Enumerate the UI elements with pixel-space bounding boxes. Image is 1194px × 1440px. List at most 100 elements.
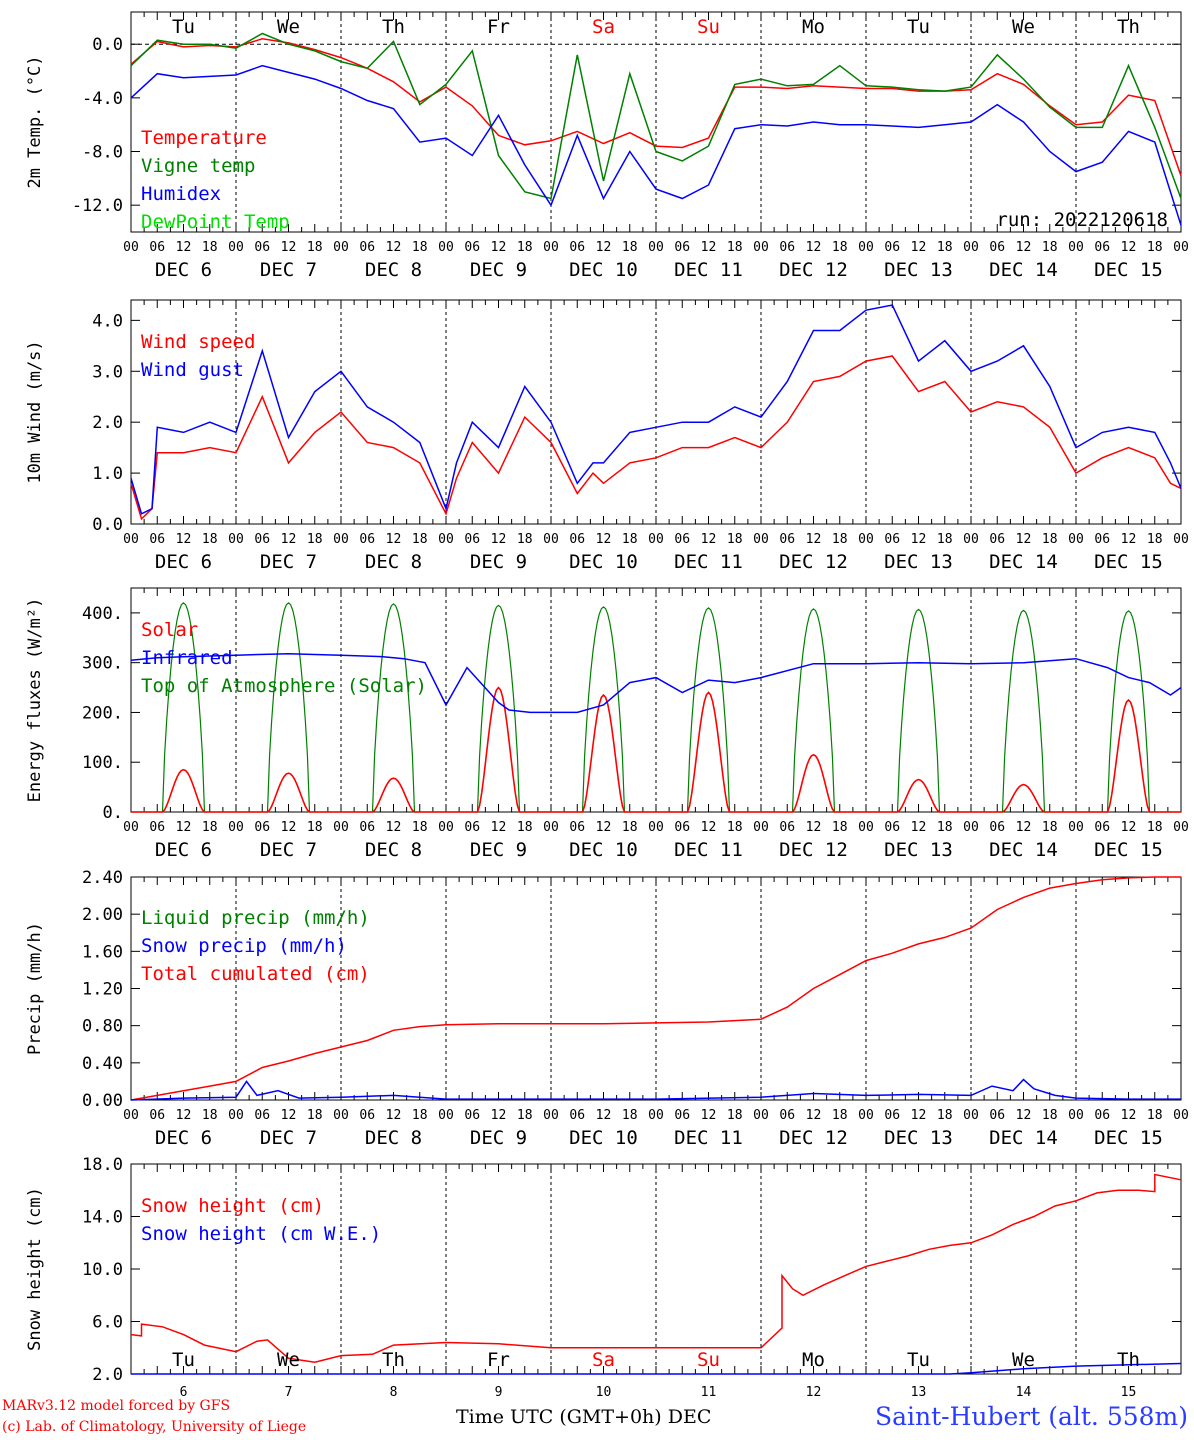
hour-label: 00 <box>648 240 664 255</box>
weekday-label: Tu <box>907 16 930 38</box>
hour-label: 06 <box>149 820 165 835</box>
panel-0: 0.0 -4.0 -8.0 -12.0 2m Temp. (°C) Temperature… <box>25 11 1189 281</box>
y-tick-label: 2.00 <box>82 905 123 925</box>
hour-label: 12 <box>1016 532 1032 547</box>
hour-label: 00 <box>753 532 769 547</box>
y-tick-label: 0.0 <box>92 35 123 55</box>
hour-label: 00 <box>1173 820 1189 835</box>
hour-label: 06 <box>674 532 690 547</box>
weekday-label: Th <box>1117 1349 1140 1371</box>
y-tick-label: 0.00 <box>82 1091 123 1111</box>
panel-1: 0.0 1.0 2.0 3.0 4.0 10m Wind (m/s) Wind speed W… <box>25 299 1189 573</box>
date-label: DEC 13 <box>884 1127 953 1149</box>
hour-label: 12 <box>701 820 717 835</box>
hour-label: 06 <box>359 1108 375 1123</box>
y-tick-label: 0. <box>103 803 123 823</box>
hour-label: 00 <box>123 240 139 255</box>
y-tick-label: -12.0 <box>72 196 123 216</box>
legend-entry: Wind speed <box>141 331 255 353</box>
date-label: DEC 14 <box>989 1127 1058 1149</box>
date-label: DEC 14 <box>989 551 1058 573</box>
hour-label: 06 <box>254 240 270 255</box>
hour-label: 12 <box>281 820 297 835</box>
run-label: run: 2022120618 <box>996 209 1168 231</box>
series-line-wind-gust <box>130 304 1182 515</box>
hour-label: 00 <box>1068 1108 1084 1123</box>
hour-label: 18 <box>622 532 638 547</box>
date-label: DEC 13 <box>884 839 953 861</box>
hour-label: 18 <box>412 240 428 255</box>
hour-label: 12 <box>1121 240 1137 255</box>
weekday-label: Su <box>697 16 720 38</box>
y-tick-label: 2.0 <box>92 413 123 433</box>
y-tick-label: 3.0 <box>92 362 123 382</box>
hour-label: 18 <box>727 1108 743 1123</box>
hour-label: 00 <box>438 532 454 547</box>
hour-label: 18 <box>517 532 533 547</box>
legend-entry: Liquid precip (mm/h) <box>141 907 370 929</box>
hour-label: 00 <box>543 240 559 255</box>
hour-label: 12 <box>1121 532 1137 547</box>
weekday-label: Su <box>697 1349 720 1371</box>
hour-label: 12 <box>176 532 192 547</box>
hour-label: 00 <box>438 1108 454 1123</box>
hour-label: 00 <box>963 532 979 547</box>
hour-label: 00 <box>1068 820 1084 835</box>
day-number: 11 <box>701 1385 717 1400</box>
hour-label: 06 <box>884 532 900 547</box>
hour-label: 00 <box>543 820 559 835</box>
date-label: DEC 12 <box>779 839 848 861</box>
hour-label: 00 <box>753 1108 769 1123</box>
y-axis-label: Precip (mm/h) <box>25 922 45 1055</box>
hour-label: 00 <box>1068 240 1084 255</box>
legend-entry: Temperature <box>141 127 267 149</box>
hour-label: 18 <box>832 240 848 255</box>
date-label: DEC 15 <box>1094 551 1163 573</box>
date-label: DEC 8 <box>365 839 422 861</box>
weekday-label: Sa <box>592 1349 615 1371</box>
weekday-label: Tu <box>907 1349 930 1371</box>
hour-label: 06 <box>569 240 585 255</box>
date-label: DEC 15 <box>1094 1127 1163 1149</box>
hour-label: 06 <box>779 532 795 547</box>
hour-label: 06 <box>569 820 585 835</box>
y-tick-label: 18.0 <box>82 1155 123 1175</box>
hour-label: 18 <box>937 240 953 255</box>
date-label: DEC 8 <box>365 1127 422 1149</box>
hour-label: 12 <box>806 532 822 547</box>
y-tick-label: 1.20 <box>82 980 123 1000</box>
hour-label: 06 <box>254 532 270 547</box>
hour-label: 06 <box>1094 532 1110 547</box>
hour-label: 12 <box>491 532 507 547</box>
hour-label: 12 <box>701 1108 717 1123</box>
legend-entry: Snow precip (mm/h) <box>141 935 347 957</box>
y-tick-label: 0.0 <box>92 515 123 535</box>
legend-entry: Infrared <box>141 647 233 669</box>
hour-label: 00 <box>333 820 349 835</box>
hour-label: 18 <box>412 820 428 835</box>
date-label: DEC 10 <box>569 551 638 573</box>
series-line-snow-precip-mm-h- <box>130 1078 1181 1101</box>
weekday-label: We <box>1012 1349 1035 1371</box>
y-tick-label: 2.40 <box>82 868 123 888</box>
y-tick-label: 4.0 <box>92 311 123 331</box>
hour-label: 00 <box>228 1108 244 1123</box>
hour-label: 00 <box>858 1108 874 1123</box>
date-label: DEC 9 <box>470 839 527 861</box>
hour-label: 18 <box>202 1108 218 1123</box>
day-number: 10 <box>596 1385 612 1400</box>
day-number: 6 <box>180 1385 188 1400</box>
date-label: DEC 13 <box>884 259 953 281</box>
date-label: DEC 11 <box>674 1127 743 1149</box>
weekday-label: We <box>1012 16 1035 38</box>
day-number: 15 <box>1121 1385 1137 1400</box>
date-label: DEC 11 <box>674 259 743 281</box>
hour-label: 00 <box>228 532 244 547</box>
series-line-temperature <box>130 38 1182 176</box>
panel-3: 0.00 0.40 0.80 1.20 1.60 2.00 2.40 Precip (mm/h… <box>25 868 1189 1149</box>
hour-label: 18 <box>307 820 323 835</box>
hour-label: 18 <box>202 820 218 835</box>
y-tick-label: -4.0 <box>82 89 123 109</box>
hour-label: 06 <box>1094 820 1110 835</box>
series-line-wind-speed <box>130 355 1182 521</box>
